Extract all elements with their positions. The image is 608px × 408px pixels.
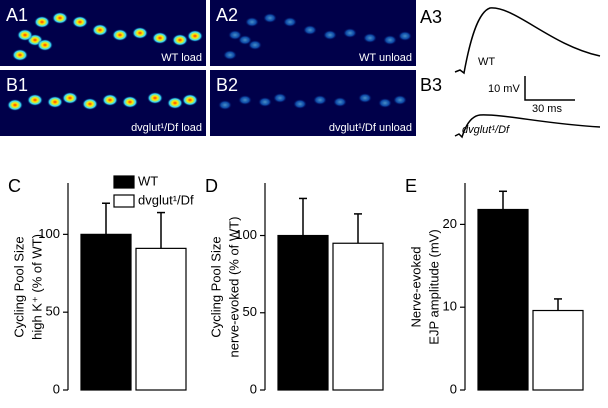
punctum	[248, 40, 262, 50]
traces	[454, 7, 601, 139]
y-axis-label: Nerve-evoked	[408, 247, 423, 328]
panel-label: A1	[6, 5, 28, 25]
image-panels	[0, 0, 416, 136]
y-tick-label: 50	[243, 304, 257, 319]
image-caption: dvglut¹/Df load	[131, 122, 202, 134]
y-axis-label: nerve-evoked (% of WT)	[226, 217, 241, 358]
punctum	[238, 95, 252, 105]
punctum	[293, 99, 307, 109]
punctum	[7, 99, 23, 111]
y-tick-label: 0	[53, 381, 60, 396]
punctum	[34, 16, 50, 28]
punctum	[132, 27, 148, 39]
bar	[277, 234, 329, 391]
punctum	[27, 94, 43, 106]
punctum	[52, 12, 68, 24]
punctum	[263, 13, 277, 23]
y-tick-label: 50	[46, 304, 60, 319]
punctum	[393, 95, 407, 105]
punctum	[303, 25, 317, 35]
y-tick-label: 0	[450, 381, 457, 396]
punctum	[47, 96, 63, 108]
punctum	[12, 49, 28, 61]
bar	[332, 242, 384, 391]
panel-label: B2	[216, 75, 238, 95]
panel-label: B3	[420, 75, 442, 95]
panel-label: A3	[420, 7, 442, 27]
y-tick-label: 0	[250, 381, 257, 396]
punctum	[258, 97, 272, 107]
punctum	[92, 24, 108, 36]
panel-label: E	[405, 176, 417, 196]
legend-label: WT	[138, 173, 158, 188]
y-tick-label: 10	[443, 299, 457, 314]
scale-bar	[524, 76, 575, 101]
punctum	[218, 100, 232, 110]
panel-label: A2	[216, 5, 238, 25]
punctum	[152, 32, 168, 44]
punctum	[245, 17, 259, 27]
punctum	[147, 92, 163, 104]
punctum	[172, 34, 188, 46]
punctum	[37, 39, 53, 51]
punctum	[17, 29, 33, 41]
punctum	[283, 17, 297, 27]
punctum	[182, 94, 198, 106]
punctum	[378, 98, 392, 108]
punctum	[72, 16, 88, 28]
puncta	[7, 12, 412, 111]
punctum	[112, 29, 128, 41]
bar	[80, 233, 132, 391]
legend-swatch	[113, 194, 135, 208]
punctum	[383, 35, 397, 45]
y-axis-label: EJP amplitude (mV)	[426, 229, 441, 344]
punctum	[122, 96, 138, 108]
punctum	[313, 95, 327, 105]
y-tick-label: 20	[443, 216, 457, 231]
panel-label: B1	[6, 75, 28, 95]
scale-label: 30 ms	[532, 103, 562, 115]
legend-label: dvglut¹/Df	[138, 192, 194, 207]
punctum	[102, 94, 118, 106]
punctum	[62, 92, 78, 104]
bar	[532, 309, 584, 391]
punctum	[167, 97, 183, 109]
panel-label: D	[205, 176, 218, 196]
punctum	[363, 33, 377, 43]
trace-label: WT	[478, 56, 495, 68]
punctum	[333, 97, 347, 107]
y-tick-label: 100	[38, 226, 60, 241]
y-axis-label: Cycling Pool Size	[11, 236, 26, 337]
punctum	[228, 30, 242, 40]
bar	[477, 208, 529, 391]
punctum	[273, 93, 287, 103]
y-axis-label: Cycling Pool Size	[208, 236, 223, 337]
punctum	[82, 98, 98, 110]
punctum	[323, 30, 337, 40]
legend-swatch	[113, 175, 135, 189]
punctum	[238, 35, 252, 45]
punctum	[398, 31, 412, 41]
punctum	[358, 93, 372, 103]
panel-label: C	[8, 176, 21, 196]
punctum	[223, 50, 237, 60]
trace-mutant	[454, 114, 601, 139]
image-caption: WT load	[161, 52, 202, 64]
trace-wt	[454, 7, 601, 75]
y-tick-label: 100	[235, 227, 257, 242]
bar	[135, 247, 187, 391]
trace-label: dvglut¹/Df	[462, 124, 510, 136]
image-caption: dvglut¹/Df unload	[329, 122, 412, 134]
scale-label: 10 mV	[488, 83, 520, 95]
y-axis-label: high K⁺ (% of WT)	[29, 234, 44, 340]
image-caption: WT unload	[359, 52, 412, 64]
punctum	[187, 30, 203, 42]
punctum	[343, 28, 357, 38]
